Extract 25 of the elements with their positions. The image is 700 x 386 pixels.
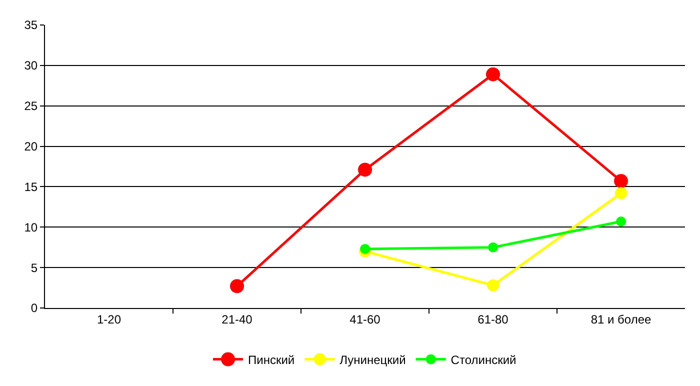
x-tick-label: 21-40 <box>222 312 253 326</box>
point <box>486 67 500 82</box>
point <box>487 279 499 292</box>
y-tick-label: 20 <box>24 139 38 154</box>
y-tick-label: 5 <box>30 260 38 275</box>
y-tick-label: 15 <box>24 180 38 194</box>
y-tick-label: 0 <box>30 301 38 316</box>
x-tick-label: 61-80 <box>478 312 509 326</box>
point <box>616 216 626 226</box>
point <box>488 242 498 252</box>
point <box>615 187 627 200</box>
x-tick-label: 1-20 <box>96 312 122 326</box>
y-tick-label: 25 <box>24 99 38 114</box>
y-tick-label: 10 <box>24 220 38 234</box>
legend-label: Столинский <box>450 352 516 367</box>
y-tick-label: 30 <box>24 58 38 73</box>
point <box>614 174 628 188</box>
point <box>360 244 370 254</box>
point <box>358 162 372 177</box>
point <box>230 279 244 294</box>
x-tick-label: 41-60 <box>350 312 381 326</box>
legend-label: Лунинецкий <box>340 352 406 367</box>
legend-label: Пинский <box>248 352 295 367</box>
x-tick-label: 81 и более <box>590 312 652 326</box>
y-tick-label: 35 <box>24 18 38 32</box>
